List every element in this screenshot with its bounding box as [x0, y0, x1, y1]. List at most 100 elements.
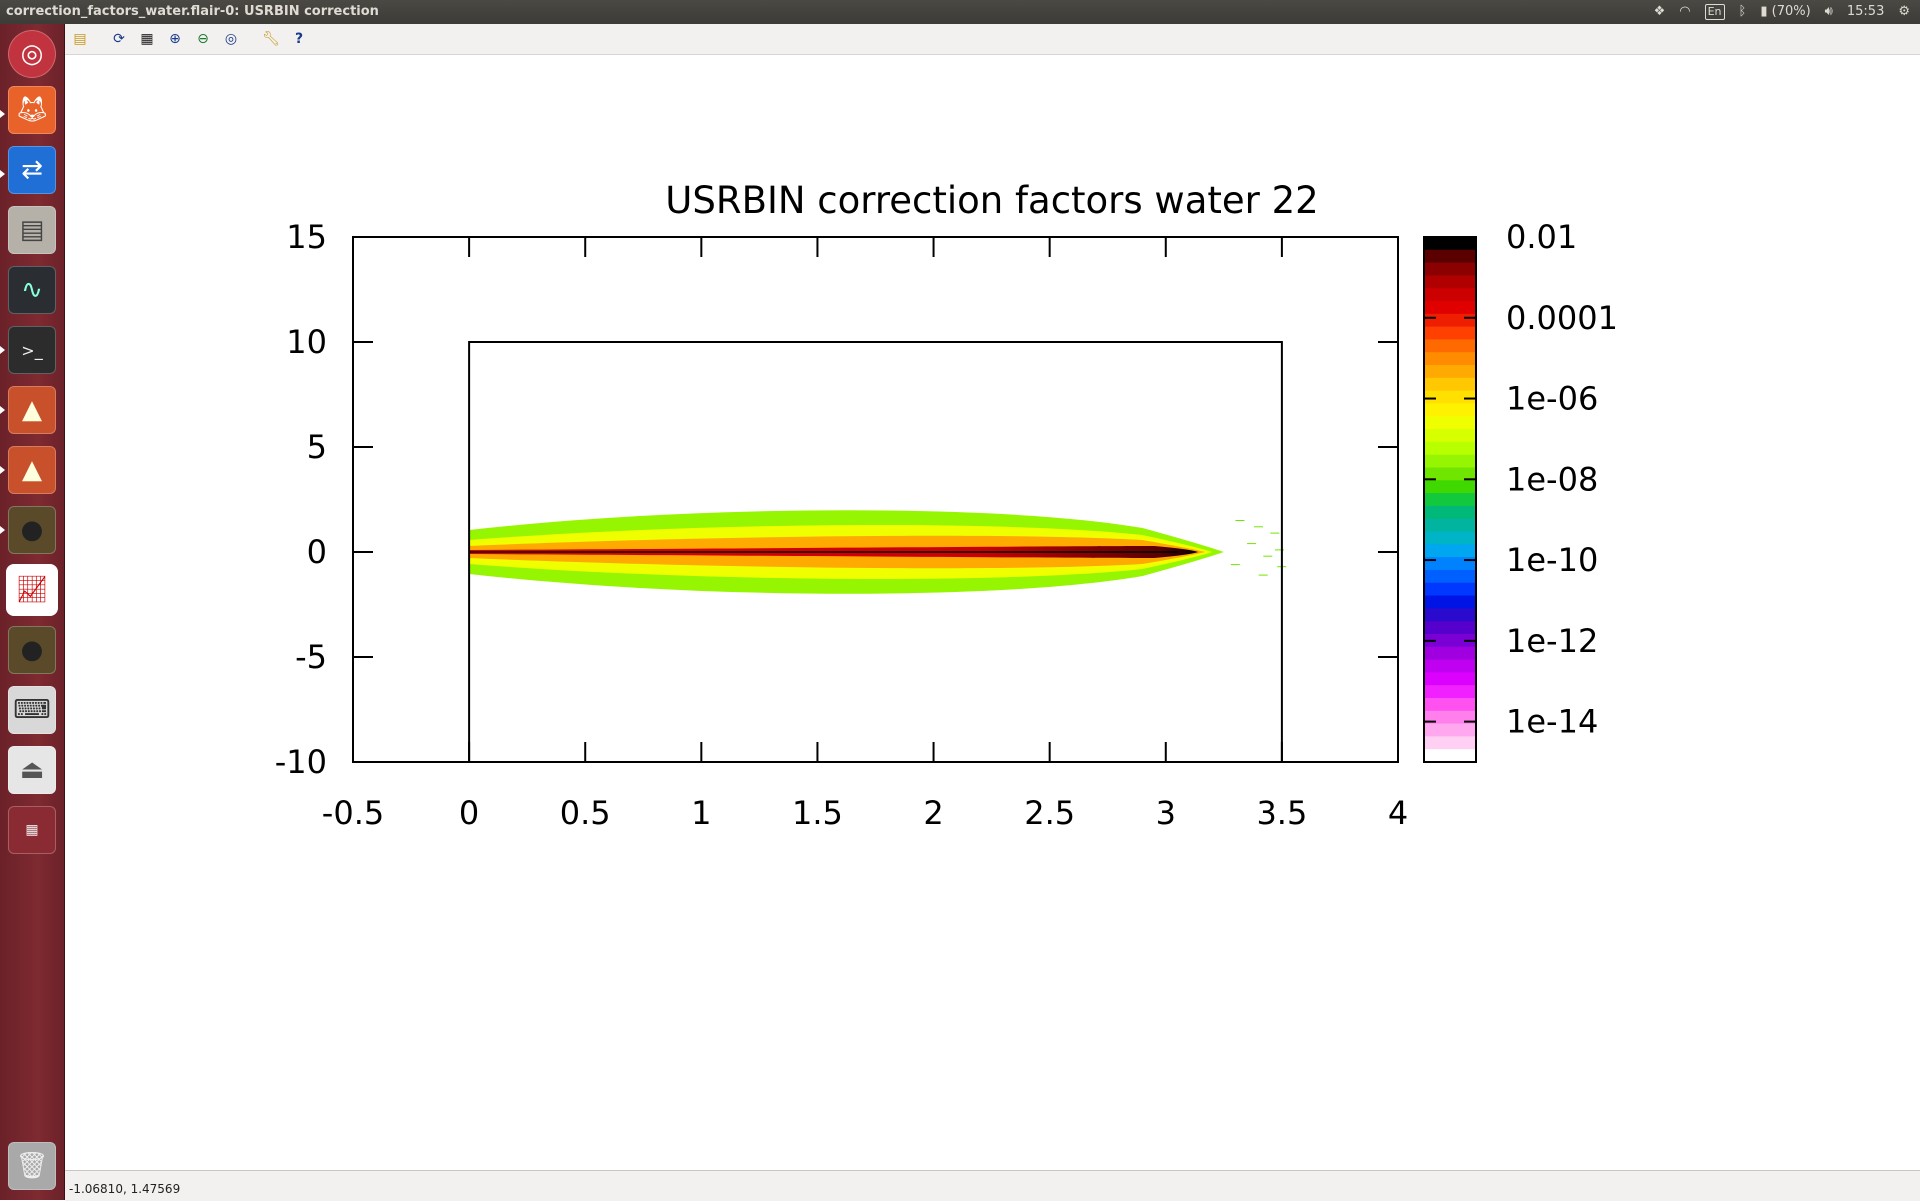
matlab-icon[interactable]: ▲: [8, 386, 56, 434]
x-tick-label: 3: [1156, 794, 1176, 832]
cauldron-icon-2[interactable]: ●: [8, 626, 56, 674]
colorbar-band: [1424, 365, 1476, 379]
colorbar-band: [1424, 301, 1476, 315]
ubuntu-dash-icon[interactable]: ◎: [8, 30, 56, 78]
keyboard-layout-indicator[interactable]: En: [1704, 4, 1725, 20]
file-manager-icon[interactable]: ▤: [8, 206, 56, 254]
colorbar-band: [1424, 723, 1476, 737]
colorbar-band: [1424, 262, 1476, 277]
colorbar-band: [1424, 403, 1476, 417]
colorbar-label: 1e-12: [1506, 622, 1598, 660]
colorbar-band: [1424, 749, 1476, 763]
colorbar-band: [1424, 710, 1476, 725]
cauldron-icon[interactable]: ●: [8, 506, 56, 554]
workspace-switcher-icon[interactable]: ▦: [8, 806, 56, 854]
colorbar-label: 1e-14: [1506, 703, 1598, 741]
colorbar-band: [1424, 377, 1476, 392]
trash-icon[interactable]: 🗑︎: [8, 1142, 56, 1190]
colorbar-band: [1424, 288, 1476, 302]
y-axis: 15 10 5 0 -5 -10: [275, 218, 1398, 781]
firefox-icon[interactable]: 🦊︎: [8, 86, 56, 134]
volume-icon[interactable]: 🔊︎: [1824, 4, 1833, 19]
colorbar-band: [1424, 480, 1476, 494]
colorbar-label: 0.0001: [1506, 299, 1618, 337]
colorbar-band: [1424, 557, 1476, 571]
x-tick-label: 2.5: [1024, 794, 1075, 832]
terminal-icon[interactable]: >_: [8, 326, 56, 374]
status-bar: -1.06810, 1.47569: [65, 1170, 1920, 1201]
running-indicator: [0, 526, 5, 534]
zoom-in-icon[interactable]: ⊕: [169, 31, 181, 47]
clock[interactable]: 15:53: [1846, 4, 1885, 19]
colorbar-band: [1424, 416, 1476, 430]
colorbar-band: [1424, 237, 1476, 251]
colorbar-band: [1424, 736, 1476, 750]
battery-indicator[interactable]: ▮ (70%): [1760, 0, 1810, 24]
zoom-out-icon[interactable]: ⊖: [197, 31, 209, 47]
dropbox-icon[interactable]: ❖: [1653, 4, 1666, 19]
plot-area: [352, 236, 1399, 763]
x-tick-label: 4: [1388, 794, 1408, 832]
colorbar-band: [1424, 569, 1476, 584]
top-panel: correction_factors_water.flair-0: USRBIN…: [0, 0, 1920, 24]
x-tick-label: 0: [459, 794, 479, 832]
bluetooth-icon[interactable]: ᛒ: [1738, 4, 1747, 19]
colorbar-band: [1424, 390, 1476, 405]
x-axis: -0.5 0 0.5 1 1.5 2 2.5 3 3.5 4: [322, 237, 1408, 832]
colorbar-band: [1424, 608, 1476, 622]
colorbar-band: [1424, 595, 1476, 609]
colorbar-band: [1424, 275, 1476, 289]
colorbar-band: [1424, 493, 1476, 507]
colorbar-band: [1424, 672, 1476, 686]
cursor-coordinates: -1.06810, 1.47569: [69, 1182, 181, 1196]
zoom-fit-icon[interactable]: ◎: [224, 31, 238, 47]
running-indicator: [0, 406, 5, 414]
usrbin-plot[interactable]: USRBIN correction factors water 22 -0.5 0…: [65, 55, 1920, 1165]
colorbar-band: [1424, 621, 1476, 635]
x-tick-label: 1: [691, 794, 711, 832]
plot-app-icon[interactable]: 📈︎: [8, 566, 56, 614]
launcher: ◎ 🦊︎ ⇄ ▤ ∿ >_ ▲ ▲ ● 📈︎ ● ⌨ ⏏ ▦ 🗑︎: [0, 24, 65, 1200]
wifi-icon[interactable]: ◠: [1679, 4, 1691, 19]
colorbar-band: [1424, 582, 1476, 597]
grid-icon[interactable]: ▦: [140, 31, 154, 47]
colorbar-band: [1424, 441, 1476, 456]
colorbar-frame: [1423, 236, 1477, 763]
colorbar-band: [1424, 697, 1476, 712]
colorbar-label: 1e-10: [1506, 541, 1598, 579]
colorbar-band: [1424, 326, 1476, 341]
colorbar-band: [1424, 633, 1476, 648]
x-tick-label: 2: [923, 794, 943, 832]
battery-icon: ▮: [1760, 4, 1768, 19]
matlab-icon-2[interactable]: ▲: [8, 446, 56, 494]
colorbar-band: [1424, 659, 1476, 673]
running-indicator: [0, 110, 5, 118]
keyboard-icon[interactable]: ⌨: [8, 686, 56, 734]
y-tick-label: 10: [286, 323, 327, 361]
running-indicator: [0, 346, 5, 354]
plot-canvas[interactable]: USRBIN correction factors water 22 -0.5 0…: [65, 55, 1920, 1165]
open-icon[interactable]: ▤: [73, 31, 87, 47]
teamviewer-icon[interactable]: ⇄: [8, 146, 56, 194]
x-tick-label: 1.5: [792, 794, 843, 832]
colorbar-band: [1424, 313, 1476, 328]
usb-drive-icon[interactable]: ⏏: [8, 746, 56, 794]
running-indicator: [0, 170, 5, 178]
help-icon[interactable]: ?: [294, 31, 304, 47]
y-tick-label: 5: [307, 428, 327, 466]
colorbar-band: [1424, 531, 1476, 545]
session-gear-icon[interactable]: ⚙: [1898, 4, 1910, 19]
y-tick-label: -5: [295, 638, 327, 676]
y-tick-label: -10: [275, 743, 327, 781]
settings-wrench-icon[interactable]: 🔧︎: [262, 31, 280, 47]
region-boundary: [468, 341, 1283, 763]
refresh-icon[interactable]: ⟳: [113, 31, 125, 47]
colorbar-band: [1424, 544, 1476, 558]
colorbar-band: [1424, 646, 1476, 661]
system-monitor-icon[interactable]: ∿: [8, 266, 56, 314]
colorbar-label: 1e-06: [1506, 380, 1598, 418]
colorbar-band: [1424, 685, 1476, 699]
x-tick-label: -0.5: [322, 794, 384, 832]
colorbar-band: [1424, 352, 1476, 366]
battery-percent: (70%): [1771, 4, 1811, 19]
